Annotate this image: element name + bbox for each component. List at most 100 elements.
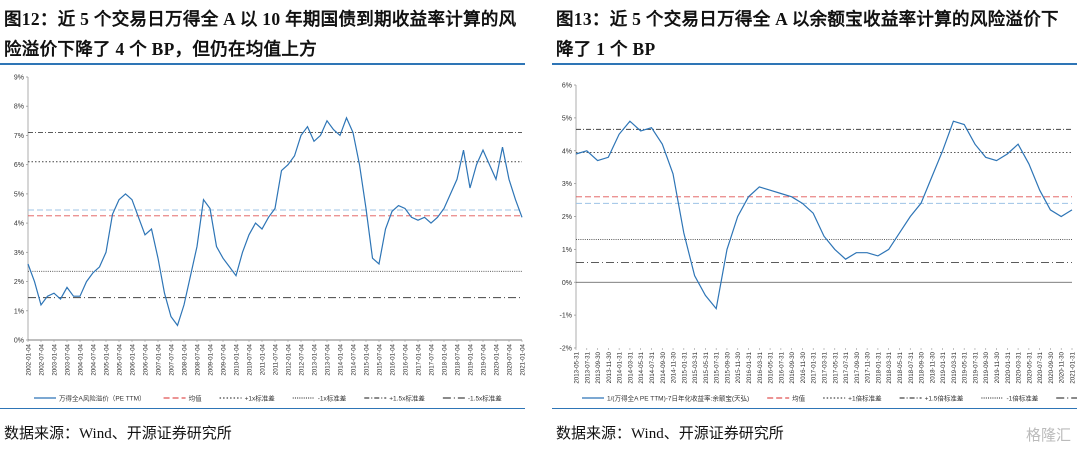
y-tick-label: 6% [562, 83, 572, 90]
x-tick-label: 2015-11-30 [735, 351, 742, 383]
x-tick-label: 2019-01-04 [468, 343, 475, 375]
chart-title: 图12：近 5 个交易日万得全 A 以 10 年期国债到期收益率计算的风险溢价下… [4, 9, 517, 59]
y-tick-label: 0% [14, 338, 24, 345]
x-tick-label: 2017-03-31 [822, 351, 829, 383]
legend-label: -1.5x标准差 [468, 394, 502, 403]
x-tick-label: 2011-07-04 [273, 343, 280, 375]
data-line [575, 120, 1073, 310]
legend: 1/(万得全A PE TTM)-7日年化收益率:余额宝(天弘) 均值 +1倍标准差 +… [582, 394, 1077, 403]
x-tick-label: 2013-11-30 [606, 351, 613, 383]
x-tick-label: 2020-05-31 [1026, 351, 1033, 383]
x-tick-label: 2018-01-04 [442, 343, 449, 375]
x-tick-label: 2005-01-04 [104, 343, 111, 375]
x-tick-label: 2003-01-04 [52, 343, 59, 375]
x-tick-label: 2014-01-04 [338, 343, 345, 375]
x-tick-label: 2008-07-04 [195, 343, 202, 375]
x-tick-label: 2019-09-30 [983, 351, 990, 383]
x-tick-label: 2019-05-31 [962, 351, 969, 383]
source-note: 数据来源：Wind、开源证券研究所 [4, 426, 232, 442]
x-tick-label: 2013-05-31 [574, 351, 581, 383]
legend-label: -1x标准差 [318, 394, 347, 403]
x-tick-label: 2016-11-30 [800, 351, 807, 383]
x-tick-label: 2014-07-31 [649, 351, 656, 383]
x-tick-label: 2009-01-04 [208, 343, 215, 375]
x-tick-label: 2003-07-04 [65, 343, 72, 375]
x-tick-label: 2016-05-31 [768, 351, 775, 383]
x-tick-label: 2002-07-04 [39, 343, 46, 375]
y-tick-label: 6% [14, 162, 24, 169]
x-tick-label: 2018-01-31 [875, 351, 882, 383]
chart: -2% -1% 0% 1% 2% 3% 4% 5% 6% 2013-05-31 2013-07-31… [560, 83, 1077, 403]
legend: 万得全A风险溢价（PE TTM） 均值 +1x标准差 -1x标准差 +1.5x标准差 -1… [34, 394, 502, 403]
x-tick-label: 2014-05-31 [638, 351, 645, 383]
x-tick-label: 2021-01-04 [520, 343, 526, 375]
x-tick-label: 2015-01-31 [681, 351, 688, 383]
x-tick-label: 2014-03-31 [627, 351, 634, 383]
x-tick-label: 2018-07-04 [455, 343, 462, 375]
x-tick-label: 2017-07-04 [429, 343, 436, 375]
x-tick-label: 2006-07-04 [143, 343, 150, 375]
x-tick-label: 2013-09-30 [595, 351, 602, 383]
x-tick-label: 2020-07-04 [507, 343, 514, 375]
panel: 图12：近 5 个交易日万得全 A 以 10 年期国债到期收益率计算的风险溢价下… [0, 0, 525, 449]
x-tick-label: 2016-09-30 [789, 351, 796, 383]
x-tick-label: 2019-01-31 [940, 351, 947, 383]
x-tick-label: 2020-11-30 [1059, 351, 1066, 383]
x-tick-label: 2005-07-04 [117, 343, 124, 375]
y-tick-label: 4% [562, 148, 572, 155]
x-tick-label: 2014-09-30 [660, 351, 667, 383]
x-tick-label: 2012-01-04 [286, 343, 293, 375]
y-tick-label: 3% [14, 250, 24, 257]
y-tick-label: 9% [14, 75, 24, 82]
x-tick-label: 2020-07-31 [1037, 351, 1044, 383]
y-tick-label: 0% [562, 280, 572, 287]
x-tick-label: 2016-07-04 [403, 343, 410, 375]
source-note: 数据来源：Wind、开源证券研究所 [556, 426, 784, 442]
footer-rule [552, 408, 1077, 409]
x-tick-label: 2017-11-30 [865, 351, 872, 383]
x-tick-label: 2014-11-30 [671, 351, 678, 383]
x-tick-label: 2008-01-04 [182, 343, 189, 375]
footer-rule [0, 408, 525, 409]
x-tick-label: 2014-01-31 [617, 351, 624, 383]
x-tick-label: 2015-07-04 [377, 343, 384, 375]
watermark: 格隆汇 [1025, 426, 1071, 444]
x-tick-label: 2017-05-31 [832, 351, 839, 383]
legend-label: 1/(万得全A PE TTM)-7日年化收益率:余额宝(天弘) [607, 394, 749, 403]
legend-label: +1.5x标准差 [389, 394, 425, 403]
x-tick-label: 2015-01-04 [364, 343, 371, 375]
x-tick-label: 2006-01-04 [130, 343, 137, 375]
legend-label: +1倍标准差 [848, 394, 882, 403]
x-tick-label: 2015-07-31 [714, 351, 721, 383]
x-tick-label: 2018-07-31 [908, 351, 915, 383]
x-tick-label: 2012-07-04 [299, 343, 306, 375]
y-tick-label: 3% [562, 181, 572, 188]
x-tick-label: 2011-01-04 [260, 343, 267, 375]
x-tick-label: 2015-09-30 [724, 351, 731, 383]
x-tick-label: 2017-01-31 [811, 351, 818, 383]
x-tick-label: 2010-01-04 [234, 343, 241, 375]
x-tick-label: 2019-11-30 [994, 351, 1001, 383]
x-tick-label: 2016-03-31 [757, 351, 764, 383]
x-tick-label: 2013-01-04 [312, 343, 319, 375]
x-tick-label: 2020-01-31 [1005, 351, 1012, 383]
y-tick-label: 8% [14, 104, 24, 111]
x-tick-label: 2018-11-30 [929, 351, 936, 383]
y-tick-label: 2% [562, 214, 572, 221]
x-tick-label: 2004-07-04 [91, 343, 98, 375]
x-tick-label: 2014-07-04 [351, 343, 358, 375]
x-tick-label: 2020-09-30 [1048, 351, 1055, 383]
x-tick-label: 2007-01-04 [156, 343, 163, 375]
x-tick-label: 2018-05-31 [897, 351, 904, 383]
legend-label: 均值 [792, 394, 806, 403]
x-tick-label: 2002-01-04 [26, 343, 33, 375]
data-line [27, 116, 523, 327]
y-tick-label: 5% [14, 191, 24, 198]
x-tick-label: 2017-09-30 [854, 351, 861, 383]
x-tick-label: 2020-01-04 [494, 343, 501, 375]
chart-title: 图13：近 5 个交易日万得全 A 以余额宝收益率计算的风险溢价下降了 1 个 … [556, 9, 1059, 59]
y-tick-label: 1% [14, 308, 24, 315]
y-tick-label: 7% [14, 133, 24, 140]
x-tick-label: 2018-09-30 [919, 351, 926, 383]
